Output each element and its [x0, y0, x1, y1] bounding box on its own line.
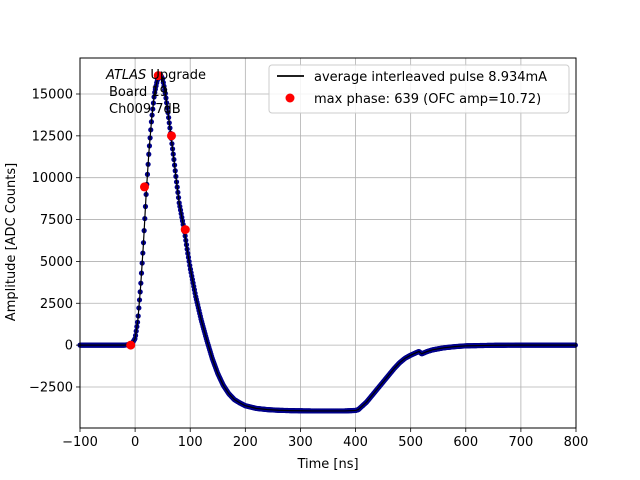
x-tick-label: −100: [62, 435, 98, 450]
plot-area: [77, 71, 578, 414]
annotation-board: Board 19: [109, 85, 168, 100]
y-tick-label: 10000: [32, 171, 73, 186]
ticks: −100 0 100 200 300 400 500 600 700 800 −2500 0 2500 5…: [29, 87, 588, 450]
y-tick-label: −2500: [29, 380, 73, 395]
svg-text:ATLAS Upgrade: ATLAS Upgrade: [105, 68, 206, 83]
y-tick-label: 7500: [40, 213, 73, 228]
annotation-channel: Ch009 7dB: [109, 102, 181, 117]
legend-box: [268, 64, 570, 114]
legend-label-series-2: max phase: 639 (OFC amp=10.72): [314, 92, 541, 107]
x-tick-label: 0: [131, 435, 139, 450]
max-phase-point: [180, 225, 190, 235]
axes-frame: [79, 57, 577, 429]
pulse-line: [80, 72, 576, 412]
y-axis-title: Amplitude [ADC Counts]: [4, 163, 19, 321]
x-tick-label: 500: [398, 435, 423, 450]
max-phase-point: [139, 182, 149, 192]
legend-label-series-1: average interleaved pulse 8.934mA: [314, 70, 547, 85]
max-phase-point: [126, 340, 136, 350]
x-tick-label: 100: [178, 435, 203, 450]
x-tick-label: 700: [508, 435, 533, 450]
x-tick-label: 600: [453, 435, 478, 450]
pulse-samples: [77, 71, 578, 414]
y-tick-label: 5000: [40, 255, 73, 270]
x-tick-label: 400: [343, 435, 368, 450]
x-axis-title: Time [ns]: [296, 457, 358, 472]
legend: average interleaved pulse 8.934mA max ph…: [268, 64, 570, 114]
annotation: ATLAS Upgrade Board 19 Ch009 7dB: [105, 68, 206, 117]
max-phase-point: [166, 131, 176, 141]
y-tick-label: 12500: [32, 129, 73, 144]
y-tick-label: 15000: [32, 87, 73, 102]
annotation-upgrade: Upgrade: [146, 68, 206, 83]
legend-marker-swatch: [285, 93, 295, 103]
y-tick-label: 0: [65, 339, 73, 354]
x-tick-label: 800: [564, 435, 589, 450]
x-tick-label: 300: [288, 435, 313, 450]
max-phase-point: [153, 71, 163, 81]
x-tick-label: 200: [233, 435, 258, 450]
y-tick-label: 2500: [40, 297, 73, 312]
annotation-atlas: ATLAS: [105, 68, 146, 83]
